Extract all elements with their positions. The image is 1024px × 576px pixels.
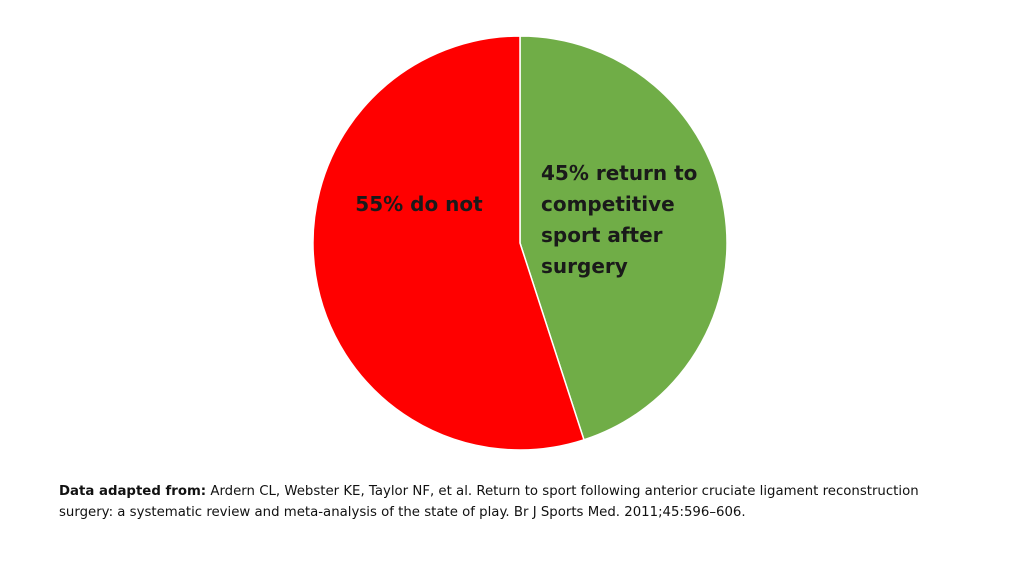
- source-prefix: Data adapted from:: [59, 484, 207, 499]
- pie-slice-1: [519, 35, 728, 441]
- slice-label-line: 45% return to: [541, 161, 697, 185]
- slice-label-2: 55% do not: [355, 192, 483, 216]
- slice-label-line: sport after: [541, 223, 663, 247]
- source-citation: Data adapted from: Ardern CL, Webster KE…: [59, 481, 959, 523]
- slice-label-1: 45% return to competitive sport after surge…: [541, 161, 697, 278]
- slice-label-line: surgery: [541, 254, 628, 278]
- slice-label-line: 55% do not: [355, 192, 483, 216]
- source-text: Ardern CL, Webster KE, Taylor NF, et al.…: [59, 484, 919, 520]
- slice-label-line: competitive: [541, 192, 675, 216]
- pie-slice-2: [312, 35, 585, 451]
